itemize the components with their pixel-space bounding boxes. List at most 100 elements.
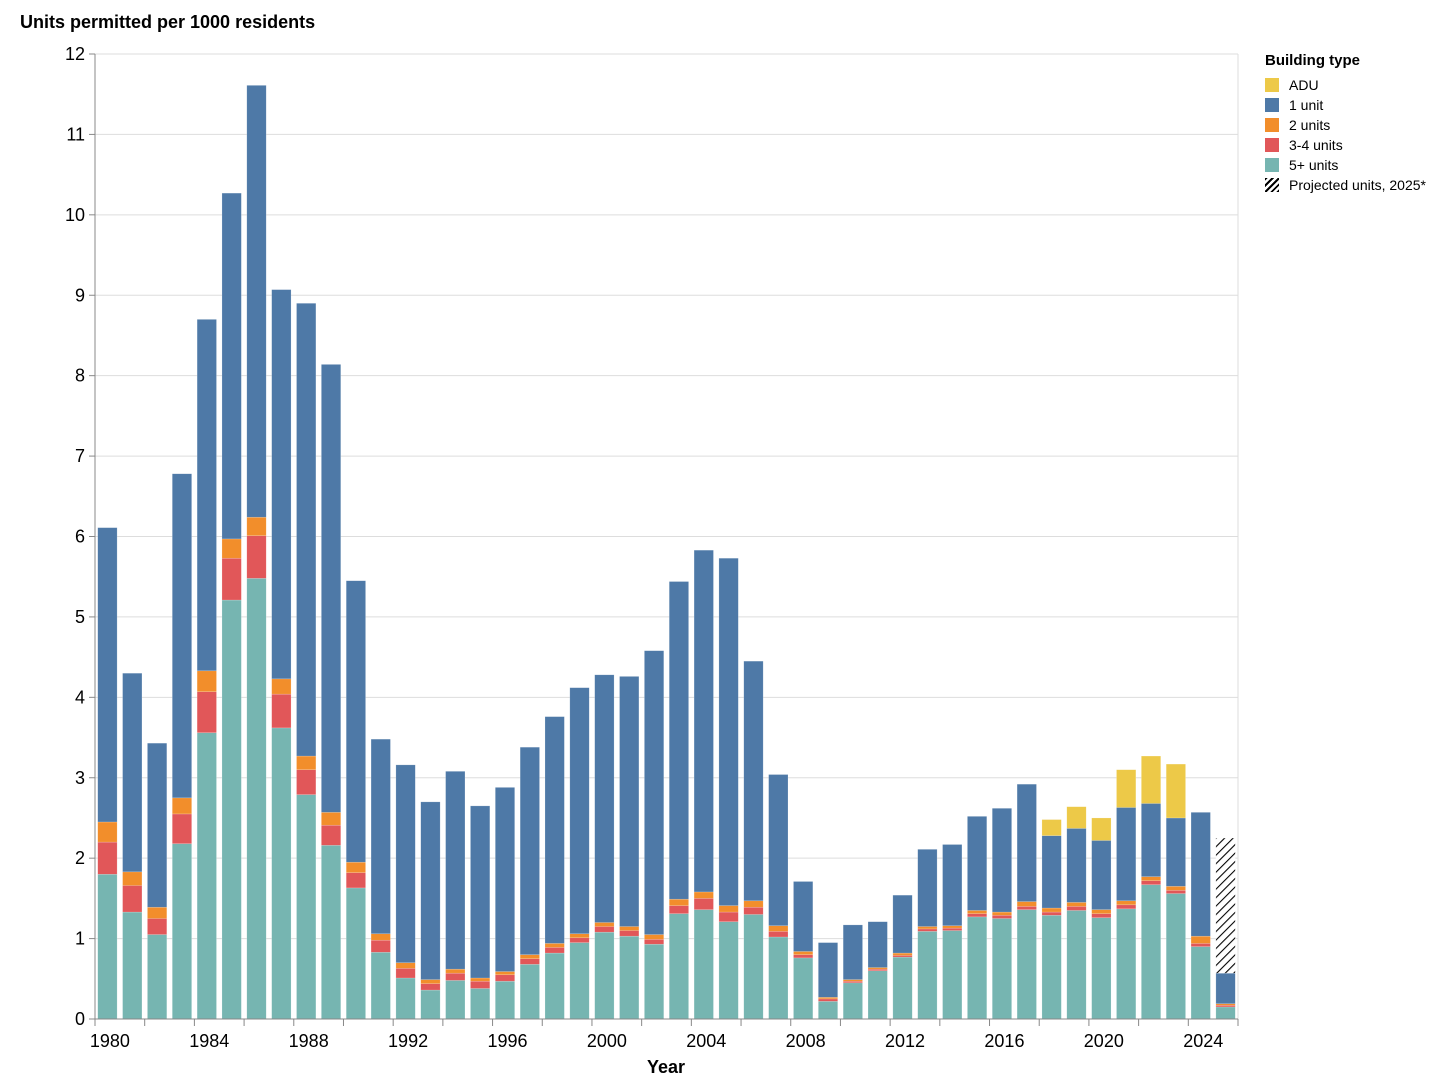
bars <box>97 85 1236 1020</box>
legend-label: 5+ units <box>1289 157 1339 173</box>
bar-1-unit <box>1141 803 1161 877</box>
bar-3-4-units <box>420 983 441 991</box>
legend-swatch <box>1265 178 1279 192</box>
bar-2-units <box>395 962 416 969</box>
bar-5-units <box>271 727 292 1020</box>
bar-5-units <box>693 909 714 1020</box>
legend-swatch <box>1265 98 1279 112</box>
bar-3-4-units <box>395 968 416 979</box>
bar-3-4-units <box>967 913 988 918</box>
bar-3-4-units <box>1190 943 1211 947</box>
bar-1-unit <box>246 85 267 518</box>
bar-2-units <box>917 926 938 930</box>
bar-5-units <box>345 887 366 1020</box>
bar-3-4-units <box>942 927 963 931</box>
bar-1-unit <box>619 676 640 927</box>
legend-item: 1 unit <box>1265 95 1426 115</box>
bar-5-units <box>196 732 217 1020</box>
bar-3-4-units <box>97 841 118 875</box>
bar-5-units <box>1016 909 1037 1020</box>
bar-1-unit <box>867 921 888 968</box>
y-tick-label: 12 <box>65 44 85 64</box>
bar-2-units <box>668 898 689 906</box>
y-tick-label: 9 <box>75 285 85 305</box>
bar-1-unit <box>1215 972 1236 1004</box>
bar-5-units <box>519 964 540 1020</box>
bar-3-4-units <box>818 998 838 1002</box>
bar-1-unit <box>221 192 242 540</box>
bar-1-unit <box>495 787 515 972</box>
bar-1-unit <box>594 674 615 923</box>
legend-item: 5+ units <box>1265 155 1426 175</box>
bar-3-4-units <box>768 931 789 938</box>
bar-5-units <box>395 977 416 1020</box>
bar-5-units <box>942 930 963 1020</box>
bar-3-4-units <box>147 918 168 935</box>
legend-items: ADU 1 unit 2 units 3-4 units 5+ units Project… <box>1265 75 1426 195</box>
bar-2-units <box>1190 935 1211 944</box>
bar-3-4-units <box>668 905 689 914</box>
y-tick-label: 3 <box>75 768 85 788</box>
bar-2-units <box>370 933 391 941</box>
bar-5-units <box>172 843 192 1020</box>
legend-item: 3-4 units <box>1265 135 1426 155</box>
y-tick-label: 7 <box>75 446 85 466</box>
bar-5-units <box>1215 1006 1236 1020</box>
bar-1-unit <box>1091 840 1112 910</box>
bar-3-4-units <box>693 898 714 910</box>
bar-1-unit <box>818 942 838 998</box>
bar-2-units <box>345 861 366 873</box>
bar-1-unit <box>718 557 739 906</box>
bar-3-4-units <box>1215 1005 1236 1008</box>
x-tick-label: 2016 <box>984 1031 1024 1051</box>
bar-1-unit <box>668 581 689 900</box>
bar-1-unit <box>97 527 118 823</box>
bar-1-unit <box>420 801 441 980</box>
bar-3-4-units <box>519 958 540 965</box>
bar-adu <box>1141 755 1161 804</box>
bar-5-units <box>768 936 789 1020</box>
bar-5-units <box>619 935 640 1020</box>
bar-1-unit <box>296 303 317 757</box>
bar-3-4-units <box>793 954 814 959</box>
bar-2-units <box>842 979 863 982</box>
bar-1-unit <box>743 660 764 902</box>
bar-adu <box>1091 817 1112 841</box>
bar-1-unit <box>1116 807 1137 902</box>
bar-2-units <box>569 933 590 939</box>
bar-2-units <box>147 906 168 919</box>
bar-adu <box>1066 806 1087 829</box>
legend-item: ADU <box>1265 75 1426 95</box>
bar-adu <box>1041 819 1062 836</box>
bar-3-4-units <box>1041 911 1062 916</box>
bar-1-unit <box>768 774 789 926</box>
bar-5-units <box>992 918 1012 1020</box>
bar-2-units <box>470 977 491 982</box>
x-tick-label: 1984 <box>189 1031 229 1051</box>
x-axis-title: Year <box>647 1057 685 1077</box>
bar-2-units <box>544 943 565 948</box>
bar-1-unit <box>370 738 391 935</box>
bar-3-4-units <box>1141 880 1161 885</box>
bar-5-units <box>97 874 118 1020</box>
bar-2-units <box>172 797 192 815</box>
bar-2-units <box>321 812 341 826</box>
bar-1-unit <box>147 742 168 908</box>
bar-1-unit <box>992 808 1012 913</box>
bar-5-units <box>718 921 739 1020</box>
bar-5-units <box>445 980 466 1020</box>
bar-adu <box>1165 763 1186 819</box>
bar-5-units <box>147 934 168 1020</box>
bar-2-units <box>619 926 640 931</box>
bar-5-units <box>370 952 391 1020</box>
bar-3-4-units <box>1066 906 1087 911</box>
bar-1-unit <box>172 473 192 799</box>
bar-2-units <box>1066 902 1087 907</box>
x-tick-label: 2020 <box>1084 1031 1124 1051</box>
bar-5-units <box>1165 893 1186 1020</box>
bar-2-units <box>420 979 441 984</box>
bar-3-4-units <box>445 972 466 981</box>
bar-1-unit <box>470 805 491 979</box>
bar-5-units <box>917 931 938 1020</box>
